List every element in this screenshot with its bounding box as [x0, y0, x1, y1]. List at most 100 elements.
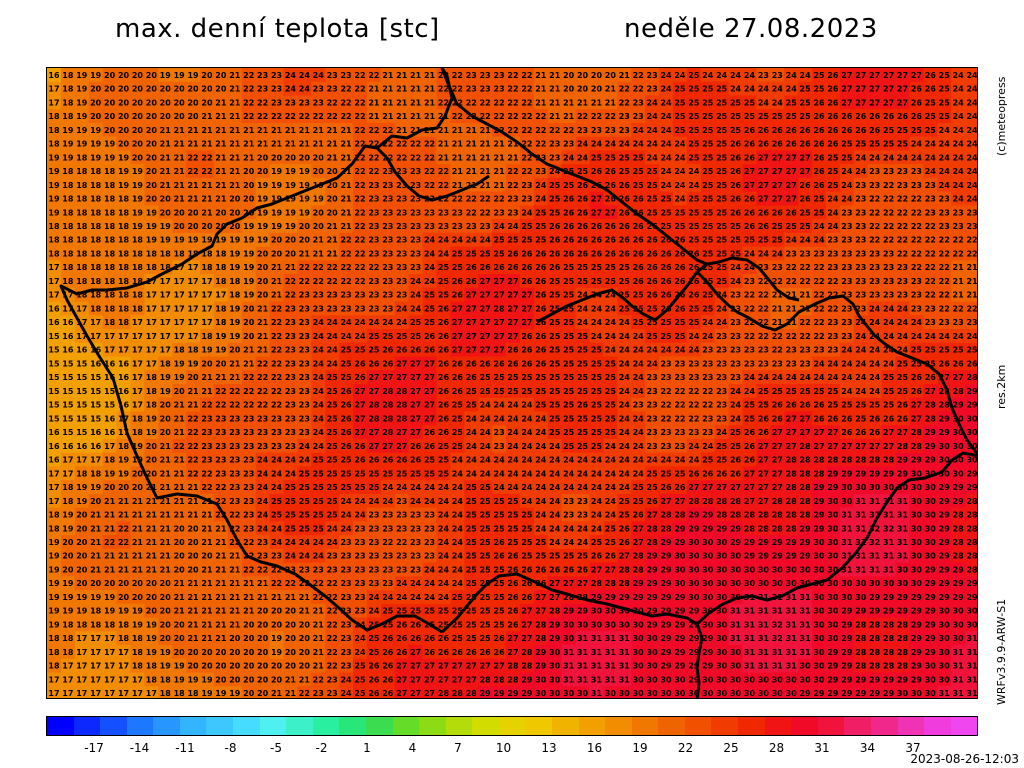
grid-temperature-value: 15 — [48, 332, 60, 341]
grid-temperature-value: 21 — [549, 112, 561, 121]
grid-temperature-value: 24 — [480, 236, 492, 245]
grid-temperature-value: 23 — [313, 85, 324, 94]
grid-cell-fill — [492, 109, 507, 124]
grid-temperature-value: 22 — [925, 222, 936, 231]
grid-temperature-value: 26 — [688, 291, 700, 300]
grid-temperature-value: 18 — [76, 277, 88, 286]
grid-cell-fill — [213, 95, 229, 110]
grid-temperature-value: 26 — [535, 346, 547, 355]
grid-temperature-value: 26 — [438, 387, 450, 396]
grid-temperature-value: 26 — [452, 291, 464, 300]
grid-temperature-value: 23 — [939, 222, 950, 231]
grid-temperature-value: 25 — [813, 71, 825, 80]
grid-temperature-value: 26 — [869, 112, 881, 121]
grid-temperature-value: 27 — [897, 98, 908, 107]
grid-cell-fill — [366, 122, 382, 138]
grid-cell-fill — [923, 122, 938, 138]
grid-temperature-value: 25 — [716, 208, 728, 217]
grid-cell-fill — [756, 68, 771, 83]
grid-temperature-value: 20 — [146, 85, 158, 94]
grid-cell-fill — [255, 68, 271, 83]
grid-temperature-value: 22 — [869, 208, 880, 217]
grid-cell-fill — [283, 109, 298, 124]
grid-temperature-value: 21 — [257, 346, 269, 355]
grid-temperature-value: 27 — [911, 401, 922, 410]
grid-temperature-value: 25 — [382, 332, 394, 341]
grid-temperature-value: 22 — [507, 181, 518, 190]
grid-cell-fill — [186, 136, 201, 152]
grid-temperature-value: 27 — [507, 277, 518, 286]
grid-temperature-value: 25 — [438, 456, 450, 465]
grid-temperature-value: 27 — [800, 167, 811, 176]
grid-temperature-value: 23 — [730, 346, 741, 355]
grid-temperature-value: 20 — [243, 318, 255, 327]
grid-temperature-value: 22 — [354, 126, 365, 135]
grid-temperature-value: 23 — [299, 98, 310, 107]
grid-temperature-value: 24 — [786, 85, 798, 94]
grid-cell-fill — [130, 81, 145, 97]
grid-temperature-value: 24 — [299, 442, 311, 451]
grid-temperature-value: 21 — [340, 140, 352, 149]
grid-cell-fill — [561, 109, 577, 124]
grid-temperature-value: 21 — [438, 140, 450, 149]
grid-temperature-value: 23 — [786, 359, 797, 368]
grid-temperature-value: 25 — [702, 126, 714, 135]
grid-temperature-value: 26 — [800, 195, 812, 204]
grid-cell-fill — [339, 68, 354, 83]
grid-temperature-value: 26 — [841, 414, 853, 423]
grid-temperature-value: 18 — [48, 249, 60, 258]
grid-temperature-value: 27 — [855, 85, 866, 94]
grid-temperature-value: 25 — [716, 167, 728, 176]
grid-temperature-value: 25 — [591, 387, 603, 396]
grid-cell-fill — [798, 109, 813, 124]
grid-temperature-value: 23 — [869, 263, 880, 272]
grid-temperature-value: 21 — [452, 181, 464, 190]
grid-temperature-value: 24 — [410, 304, 422, 313]
grid-temperature-value: 20 — [160, 208, 172, 217]
grid-temperature-value: 19 — [160, 71, 172, 80]
grid-cell-fill — [742, 122, 758, 138]
grid-temperature-value: 24 — [911, 140, 923, 149]
grid-temperature-value: 26 — [647, 277, 659, 286]
grid-cell-fill — [74, 136, 90, 152]
grid-temperature-value: 22 — [438, 167, 449, 176]
grid-temperature-value: 26 — [744, 442, 756, 451]
grid-cell-fill — [325, 122, 340, 138]
grid-temperature-value: 25 — [605, 359, 617, 368]
grid-temperature-value: 18 — [62, 277, 74, 286]
grid-temperature-value: 23 — [660, 428, 671, 437]
grid-cell-fill — [506, 81, 521, 97]
grid-temperature-value: 24 — [619, 414, 631, 423]
grid-temperature-value: 24 — [758, 249, 770, 258]
grid-temperature-value: 27 — [758, 181, 769, 190]
grid-cell-fill — [450, 81, 465, 97]
grid-temperature-value: 19 — [313, 195, 325, 204]
grid-temperature-value: 18 — [62, 98, 74, 107]
grid-temperature-value: 20 — [285, 153, 297, 162]
grid-temperature-value: 27 — [841, 85, 852, 94]
grid-temperature-value: 24 — [285, 71, 297, 80]
grid-cell-fill — [756, 95, 771, 110]
grid-temperature-value: 23 — [535, 167, 546, 176]
grid-cell-fill — [965, 109, 977, 124]
grid-temperature-value: 24 — [674, 153, 686, 162]
grid-temperature-value: 22 — [327, 98, 338, 107]
grid-temperature-value: 21 — [215, 373, 227, 382]
grid-temperature-value: 21 — [966, 291, 978, 300]
grid-temperature-value: 24 — [855, 332, 867, 341]
grid-temperature-value: 15 — [62, 373, 74, 382]
grid-temperature-value: 22 — [521, 98, 532, 107]
grid-temperature-value: 23 — [285, 428, 296, 437]
grid-temperature-value: 27 — [507, 304, 518, 313]
grid-temperature-value: 23 — [229, 456, 240, 465]
grid-temperature-value: 22 — [897, 208, 908, 217]
grid-cell-fill — [672, 68, 688, 83]
grid-temperature-value: 25 — [591, 414, 603, 423]
grid-cell-fill — [311, 68, 326, 83]
grid-temperature-value: 22 — [507, 71, 518, 80]
grid-temperature-value: 19 — [243, 236, 255, 245]
grid-temperature-value: 22 — [354, 222, 365, 231]
grid-temperature-value: 29 — [939, 428, 951, 437]
grid-temperature-value: 26 — [619, 249, 631, 258]
grid-temperature-value: 18 — [118, 291, 130, 300]
